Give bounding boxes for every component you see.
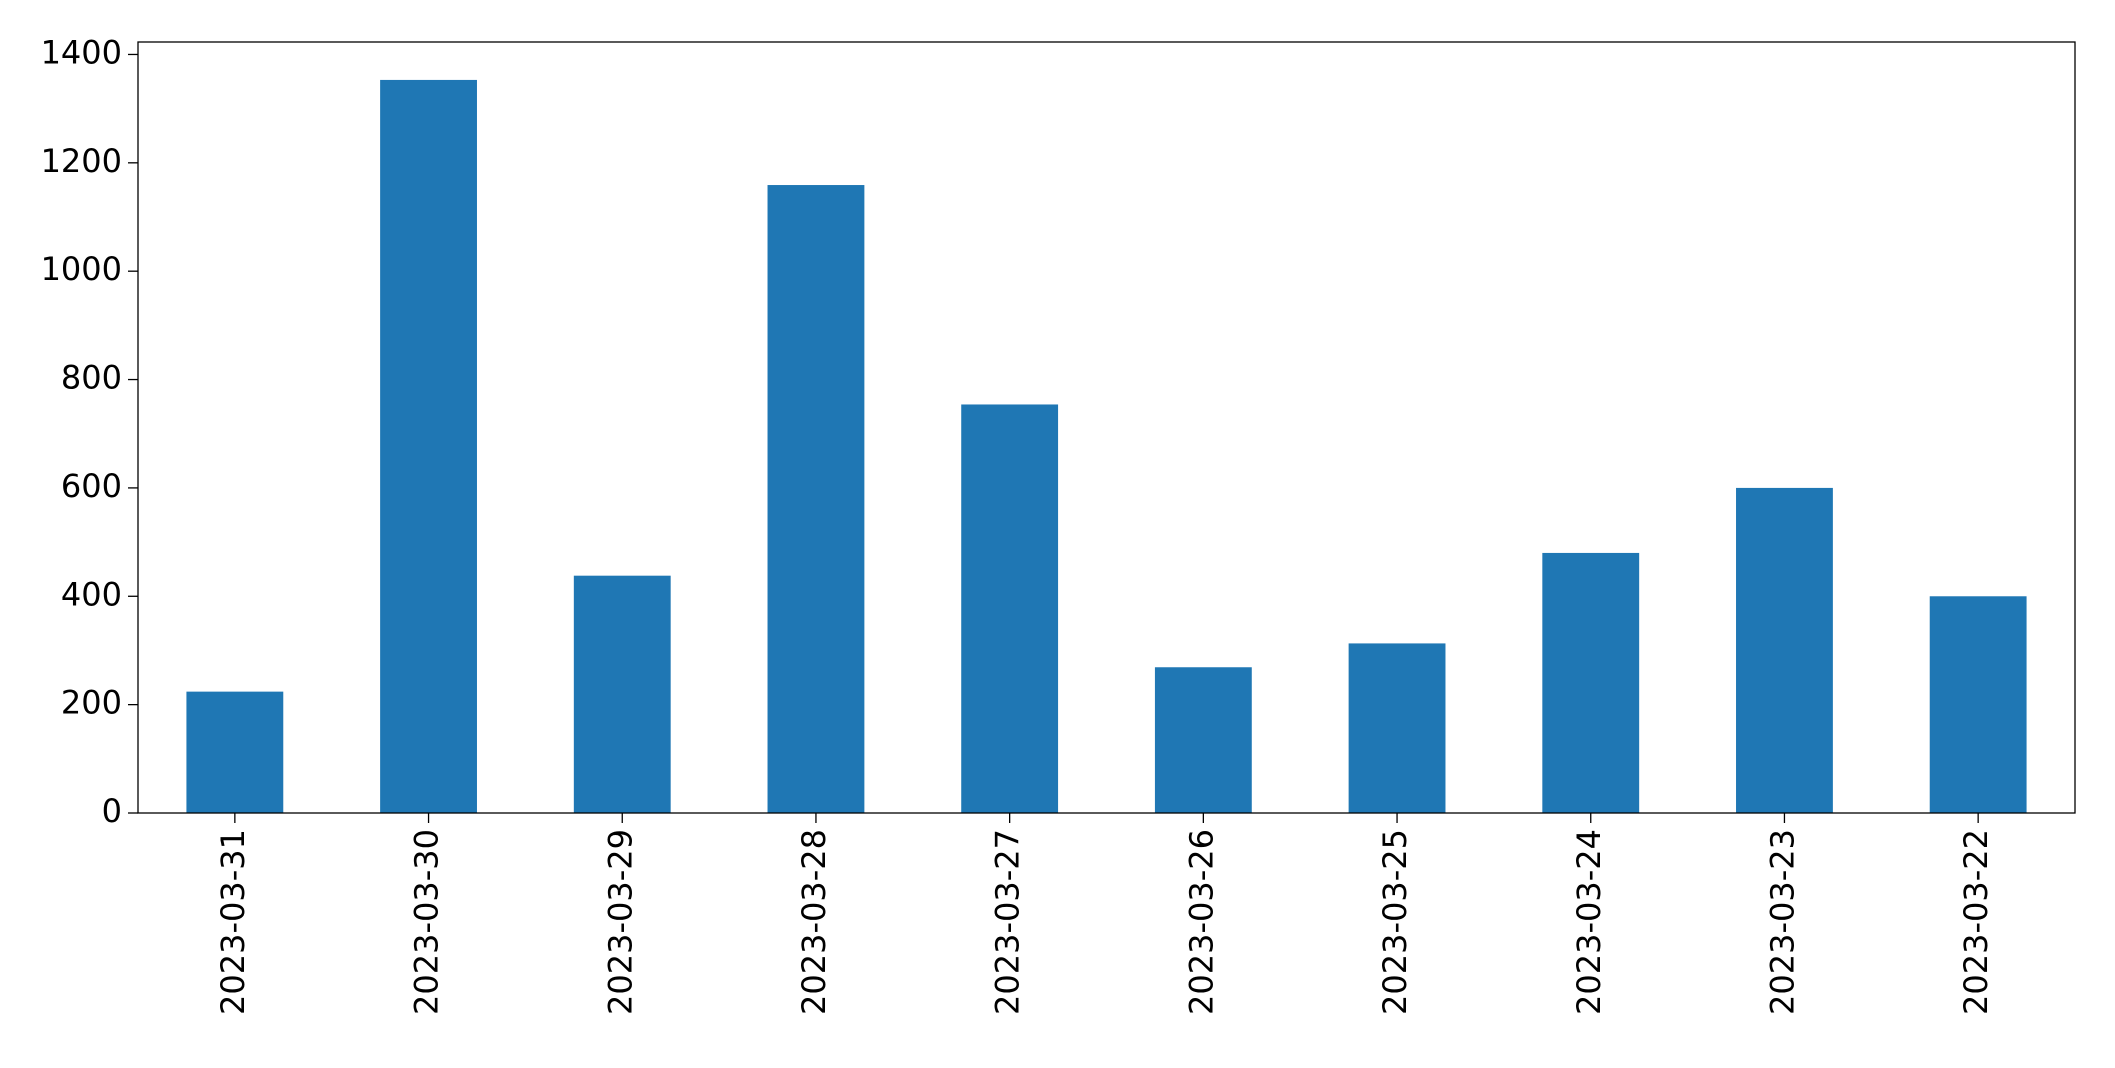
bar [1154, 667, 1252, 813]
y-tick-label: 1200 [41, 142, 122, 180]
y-tick-label: 1000 [41, 250, 122, 288]
x-tick-label: 2023-03-27 [989, 829, 1027, 1015]
y-tick-label: 800 [61, 359, 122, 397]
y-tick-label: 1400 [41, 33, 122, 71]
bar [1542, 552, 1640, 813]
x-tick-label: 2023-03-31 [214, 829, 252, 1015]
bar [573, 575, 671, 813]
bar [380, 79, 477, 813]
x-tick-label: 2023-03-24 [1570, 829, 1608, 1015]
x-tick-label: 2023-03-28 [795, 829, 833, 1015]
bar [1929, 596, 2027, 813]
x-tick-label: 2023-03-25 [1376, 829, 1414, 1015]
y-tick-label: 400 [61, 575, 122, 613]
y-tick-label: 600 [61, 467, 122, 505]
bar [1348, 643, 1446, 813]
bar [767, 185, 865, 814]
bar [1736, 487, 1833, 813]
y-tick-label: 0 [102, 792, 122, 830]
x-tick-label: 2023-03-26 [1182, 829, 1220, 1015]
plot-frame [137, 41, 2076, 814]
x-tick-label: 2023-03-30 [408, 829, 446, 1015]
x-tick-label: 2023-03-22 [1957, 829, 1995, 1015]
x-tick-label: 2023-03-29 [601, 829, 639, 1015]
bar [961, 404, 1059, 813]
y-tick-label: 200 [61, 684, 122, 722]
x-tick-label: 2023-03-23 [1763, 829, 1801, 1015]
bar [186, 691, 284, 813]
